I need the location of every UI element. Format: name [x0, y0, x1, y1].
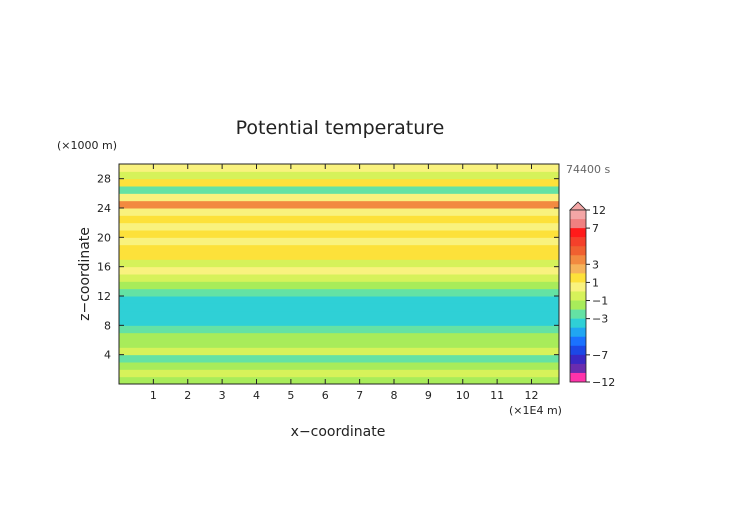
- heatmap-band-17: [119, 252, 559, 260]
- colorbar-label: 7: [592, 222, 599, 235]
- x-axis-label: x−coordinate: [291, 424, 386, 440]
- heatmap-band-13: [119, 281, 559, 290]
- chart-title: Potential temperature: [236, 117, 445, 139]
- y-tick-label: 8: [104, 319, 111, 332]
- heatmap-band-5: [119, 340, 559, 348]
- y-tick-label: 12: [97, 290, 111, 303]
- heatmap-band-0: [119, 376, 559, 385]
- colorbar-swatch: [570, 255, 586, 265]
- x-unit-label: (×1E4 m): [509, 404, 562, 417]
- colorbar-swatch: [570, 282, 586, 292]
- y-tick-label: 4: [104, 349, 111, 362]
- heatmap-band-26: [119, 186, 559, 194]
- colorbar: 12 7 3 1 −1 −3 −7 −12: [569, 201, 615, 389]
- colorbar-swatch: [570, 345, 586, 356]
- x-axis: 1 2 3 4 5 6 7 8 9 10 11 12: [150, 164, 539, 402]
- y-tick-label: 20: [97, 231, 111, 244]
- colorbar-swatch: [570, 264, 586, 274]
- colorbar-swatch: [570, 246, 586, 256]
- heatmap-band-23: [119, 208, 559, 216]
- colorbar-swatch: [570, 318, 586, 328]
- x-tick-label: 12: [525, 389, 539, 402]
- colorbar-swatch: [570, 273, 586, 283]
- x-tick-label: 5: [287, 389, 294, 402]
- x-tick-label: 1: [150, 389, 157, 402]
- heatmap-field: [119, 164, 559, 385]
- heatmap-band-2: [119, 362, 559, 370]
- colorbar-label: 12: [592, 204, 606, 217]
- y-tick-label: 16: [97, 261, 111, 274]
- y-tick-label: 24: [97, 202, 111, 215]
- heatmap-band-21: [119, 222, 559, 231]
- colorbar-frame: [569, 209, 587, 383]
- x-tick-label: 9: [425, 389, 432, 402]
- colorbar-swatch: [570, 363, 586, 374]
- heatmap-band-20: [119, 230, 559, 238]
- x-tick-label: 6: [322, 389, 329, 402]
- colorbar-label: −3: [592, 313, 608, 326]
- heatmap-band-6: [119, 332, 559, 341]
- y-axis-label: z−coordinate: [77, 227, 93, 321]
- colorbar-label: −7: [592, 349, 608, 362]
- heatmap-band-4: [119, 347, 559, 356]
- heatmap-band-28: [119, 171, 559, 180]
- heatmap-band-10: [119, 303, 559, 312]
- heatmap-band-9: [119, 310, 559, 319]
- heatmap-band-18: [119, 244, 559, 253]
- heatmap-band-29: [119, 164, 559, 172]
- colorbar-swatch: [570, 309, 586, 319]
- heatmap-band-25: [119, 193, 559, 202]
- heatmap-band-8: [119, 318, 559, 326]
- y-axis: 4 8 12 16 20 24 28: [97, 173, 559, 362]
- colorbar-swatch: [570, 372, 586, 383]
- heatmap-band-19: [119, 237, 559, 246]
- colorbar-swatch: [570, 300, 586, 310]
- heatmap-band-22: [119, 215, 559, 224]
- colorbar-top-arrow: [569, 201, 587, 211]
- heatmap-band-16: [119, 259, 559, 268]
- colorbar-swatch: [570, 228, 586, 238]
- colorbar-swatch: [570, 354, 586, 365]
- heatmap-band-11: [119, 296, 559, 304]
- x-tick-label: 10: [456, 389, 470, 402]
- heatmap-band-24: [119, 200, 559, 209]
- heatmap-band-27: [119, 178, 559, 187]
- time-label: 74400 s: [566, 163, 610, 176]
- colorbar-label: −1: [592, 295, 608, 308]
- colorbar-swatch: [570, 219, 586, 229]
- colorbar-swatch: [570, 336, 586, 347]
- heatmap-band-15: [119, 266, 559, 275]
- colorbar-label: 3: [592, 258, 599, 271]
- x-tick-label: 11: [490, 389, 504, 402]
- heatmap-band-12: [119, 288, 559, 297]
- heatmap-band-3: [119, 354, 559, 363]
- x-tick-label: 8: [391, 389, 398, 402]
- colorbar-label: −12: [592, 376, 615, 389]
- colorbar-swatch: [570, 237, 586, 247]
- heatmap-band-7: [119, 325, 559, 334]
- heatmap-band-14: [119, 274, 559, 282]
- colorbar-label: 1: [592, 276, 599, 289]
- heatmap-band-1: [119, 369, 559, 378]
- colorbar-swatch: [570, 210, 586, 220]
- y-tick-label: 28: [97, 173, 111, 186]
- x-tick-label: 7: [356, 389, 363, 402]
- colorbar-swatch: [570, 291, 586, 301]
- x-tick-label: 3: [219, 389, 226, 402]
- plot-frame: [118, 163, 560, 385]
- y-unit-label: (×1000 m): [57, 139, 117, 152]
- x-tick-label: 2: [184, 389, 191, 402]
- colorbar-swatch: [570, 327, 586, 338]
- x-tick-label: 4: [253, 389, 260, 402]
